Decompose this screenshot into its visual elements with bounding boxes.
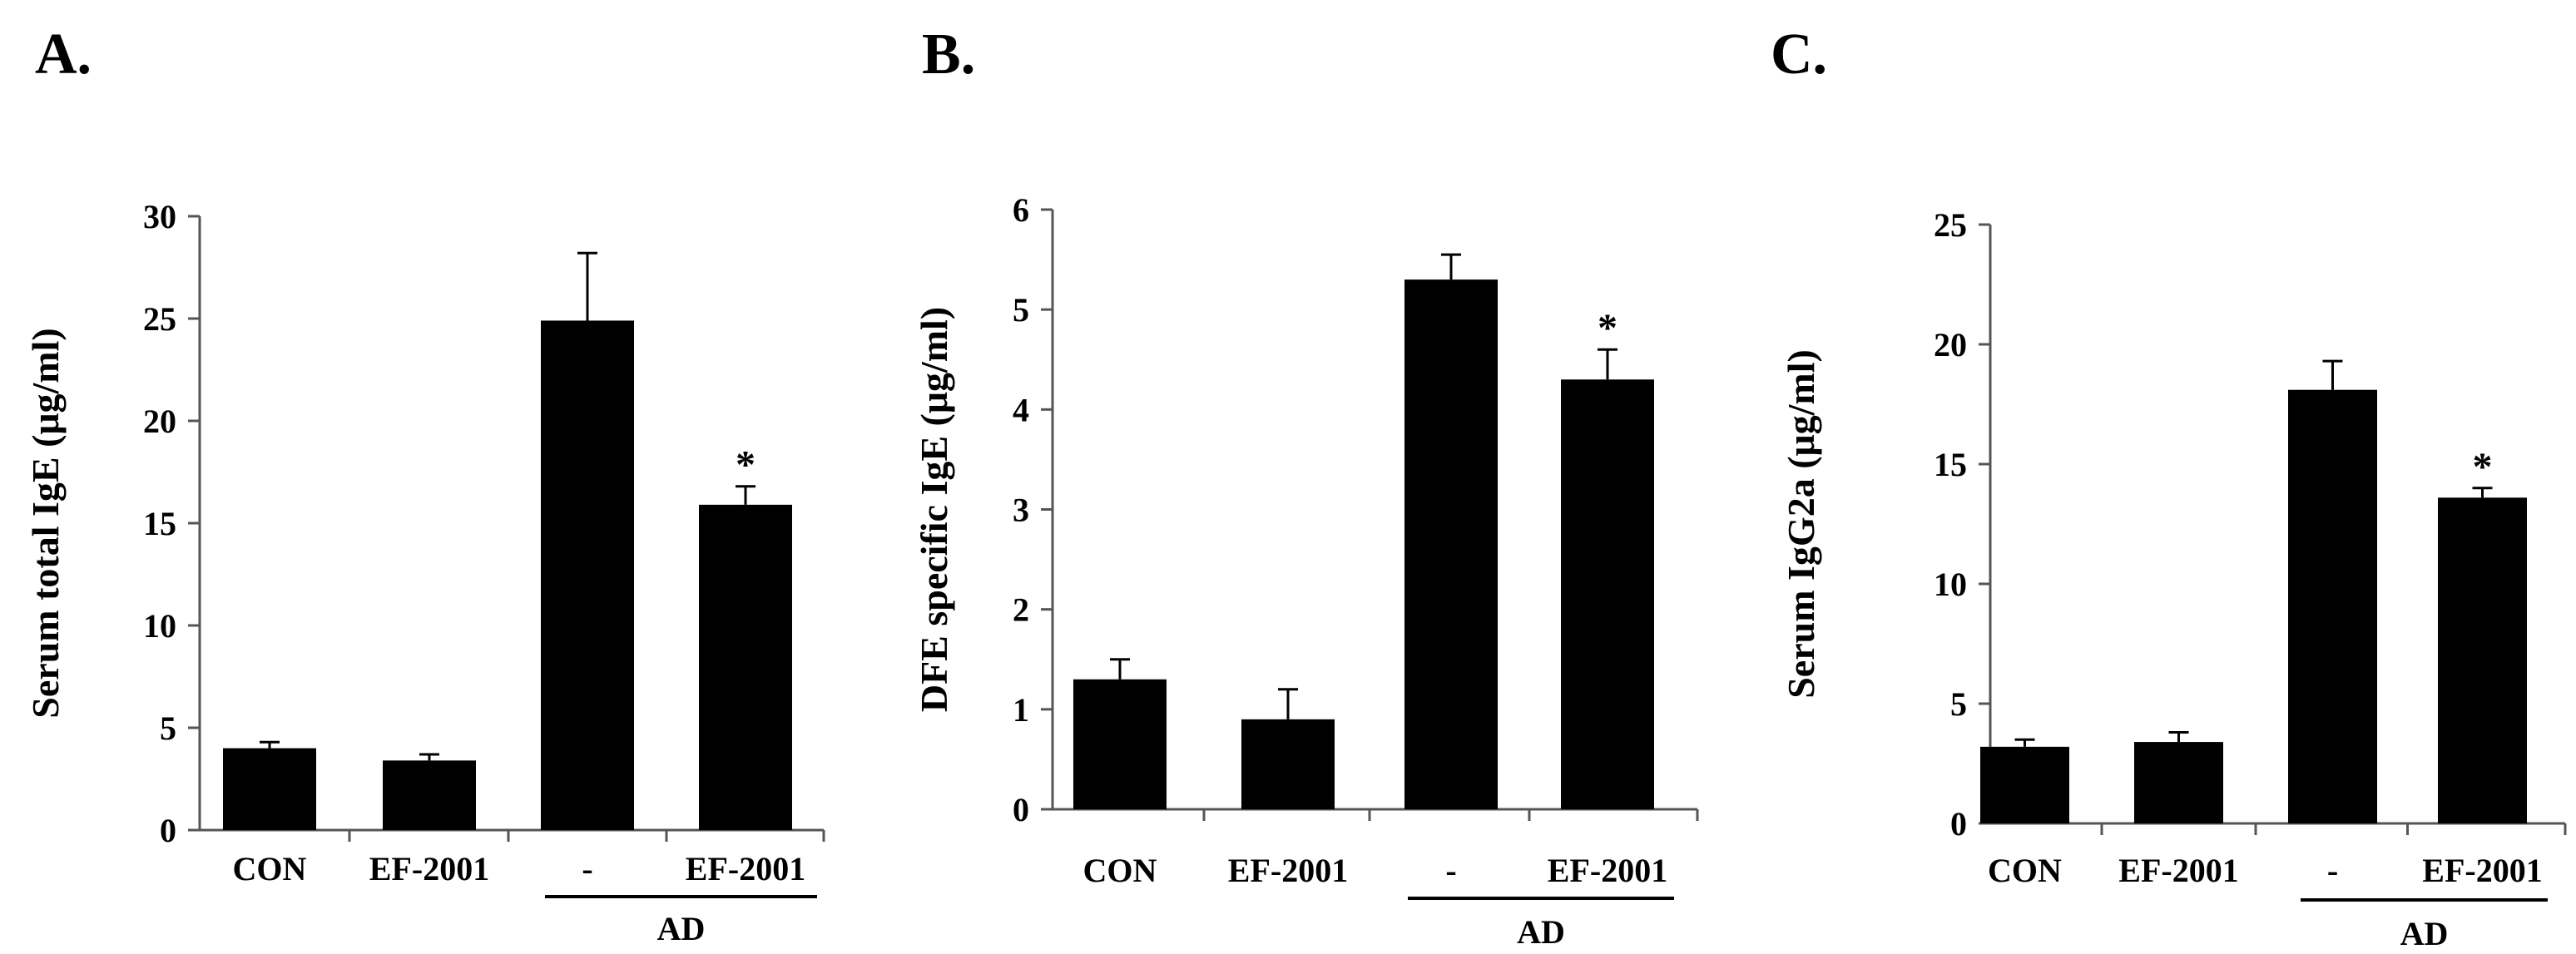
y-axis-label: Serum IgG2a (μg/ml) bbox=[1780, 349, 1822, 699]
category-label: - bbox=[582, 850, 592, 887]
panel-letter: C. bbox=[1771, 22, 1827, 87]
category-label: EF-2001 bbox=[1548, 852, 1667, 889]
y-tick-label: 10 bbox=[143, 607, 176, 645]
y-tick-label: 20 bbox=[143, 403, 176, 440]
bar bbox=[2134, 742, 2223, 823]
significance-marker: * bbox=[2473, 445, 2493, 489]
y-tick-label: 15 bbox=[1934, 446, 1967, 483]
category-label: CON bbox=[233, 850, 307, 887]
category-label: - bbox=[1445, 852, 1456, 889]
y-tick-label: 15 bbox=[143, 505, 176, 542]
bar bbox=[1980, 746, 2069, 823]
significance-marker: * bbox=[736, 443, 755, 487]
category-label: CON bbox=[1083, 852, 1157, 889]
y-tick-label: 10 bbox=[1934, 566, 1967, 603]
category-label: CON bbox=[1988, 852, 2062, 889]
y-axis-label: Serum total IgE (μg/ml) bbox=[24, 328, 67, 718]
y-tick-label: 4 bbox=[1013, 391, 1029, 428]
y-tick-label: 5 bbox=[1013, 291, 1029, 329]
bar bbox=[1241, 719, 1335, 809]
category-label: EF-2001 bbox=[2118, 852, 2238, 889]
group-label: AD bbox=[2400, 915, 2449, 952]
y-tick-label: 25 bbox=[143, 300, 176, 338]
y-tick-label: 6 bbox=[1013, 191, 1029, 229]
bar bbox=[2438, 497, 2527, 823]
bar bbox=[223, 748, 316, 830]
y-tick-label: 25 bbox=[1934, 206, 1967, 244]
y-tick-label: 5 bbox=[160, 709, 176, 747]
chart-panel-2: B. 0 1 2 3 4 5 6 DFE specific IgE (μg/ml) CON EF-2… bbox=[913, 22, 1699, 951]
category-label: EF-2001 bbox=[686, 850, 805, 887]
y-tick-label: 1 bbox=[1013, 691, 1029, 729]
category-label: EF-2001 bbox=[2422, 852, 2542, 889]
y-tick-label: 3 bbox=[1013, 492, 1029, 529]
bar bbox=[2288, 389, 2377, 824]
significance-marker: * bbox=[1598, 306, 1617, 350]
y-tick-label: 0 bbox=[1013, 791, 1029, 828]
category-label: EF-2001 bbox=[1228, 852, 1348, 889]
y-tick-label: 2 bbox=[1013, 591, 1029, 629]
y-tick-label: 20 bbox=[1934, 326, 1967, 363]
bar bbox=[541, 320, 634, 831]
bar bbox=[1073, 679, 1167, 809]
y-tick-label: 0 bbox=[1950, 805, 1967, 843]
bar bbox=[699, 504, 792, 830]
group-label: AD bbox=[657, 910, 706, 947]
bar bbox=[1561, 379, 1654, 809]
y-tick-label: 0 bbox=[160, 812, 176, 849]
panel-letter: A. bbox=[35, 22, 92, 87]
chart-panel-3: C. 0 5 10 15 20 25 Serum IgG2a (μg/ml) CON EF-200… bbox=[1771, 22, 2567, 952]
y-tick-label: 30 bbox=[143, 198, 176, 235]
y-axis-label: DFE specific IgE (μg/ml) bbox=[913, 307, 955, 712]
bar bbox=[383, 760, 476, 830]
panel-letter: B. bbox=[922, 22, 975, 87]
group-label: AD bbox=[1517, 913, 1565, 951]
chart-panel-1: A. 0 5 10 15 20 25 30 Serum total IgE (μg/ml) CON… bbox=[24, 22, 825, 947]
y-tick-label: 5 bbox=[1950, 685, 1967, 723]
bar bbox=[1404, 279, 1498, 809]
category-label: - bbox=[2327, 852, 2338, 889]
category-label: EF-2001 bbox=[369, 850, 489, 887]
